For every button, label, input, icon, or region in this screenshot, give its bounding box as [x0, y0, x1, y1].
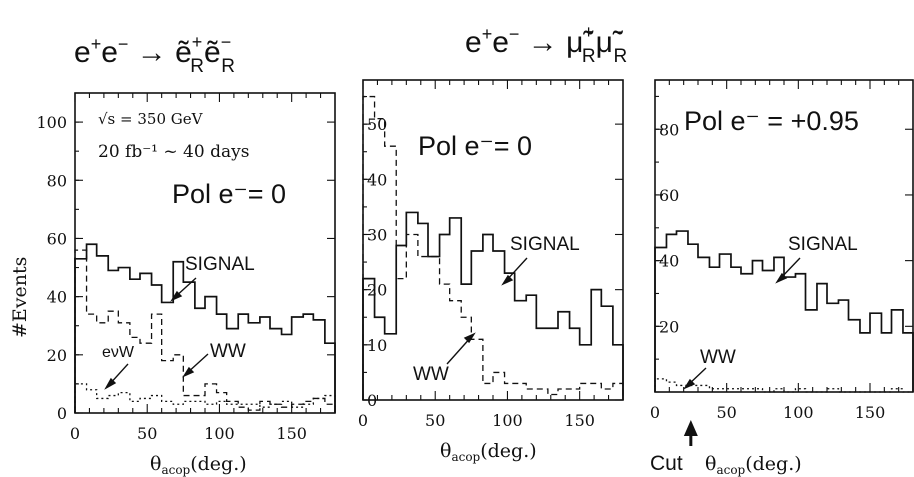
y-tick-label: 50 [367, 115, 387, 134]
panel-1-evw-label: eνW [102, 344, 135, 361]
y-tick-label: 60 [659, 186, 679, 205]
x-tick-label: 50 [137, 424, 157, 443]
panel-1-signal-label: SIGNAL [185, 254, 255, 275]
x-tick-label: 100 [492, 411, 523, 430]
y-tick-label: 40 [659, 252, 679, 271]
panel-1-x-axis-label: θacop(deg.) [150, 453, 247, 477]
y-tick-label: 80 [47, 171, 67, 190]
panel-3-signal-label: SIGNAL [788, 234, 858, 255]
x-tick-label: 150 [564, 411, 595, 430]
y-tick-label: 0 [367, 391, 377, 410]
panel-3-ww-label: WW [700, 347, 736, 368]
hist-ww-series [654, 378, 913, 393]
cut-arrow-icon [683, 420, 698, 446]
panel-3-annotation-arrows [683, 257, 801, 390]
panel-3-smuon-pol095: 20 40 60 80 0 50 100 150 [650, 80, 914, 422]
x-tick-label: 100 [783, 403, 814, 422]
cut-label: Cut [650, 452, 683, 475]
panel-2-polarization: Pol e⁻= 0 [418, 131, 532, 161]
y-tick-label: 20 [659, 317, 679, 336]
y-tick-label: 40 [47, 288, 67, 307]
panel-2-annotation-arrows [446, 257, 528, 365]
panel-2-ww-label: WW [413, 364, 449, 385]
x-tick-label: 150 [855, 403, 886, 422]
hist-ww-series [74, 249, 336, 413]
y-axis-label: #Events [9, 257, 31, 338]
energy-label: √s = 350 GeV [98, 110, 204, 128]
hist-signal-series [74, 243, 336, 413]
y-tick-label: 0 [57, 404, 67, 423]
panel-2-x-axis-label: θacop(deg.) [440, 440, 537, 464]
x-tick-label: 0 [70, 424, 80, 443]
title-smuon: e+e− → μ̃+ Rμ̃− R [465, 22, 627, 67]
panel-1-polarization: Pol e⁻= 0 [172, 179, 286, 209]
x-tick-label: 150 [276, 424, 307, 443]
y-tick-label: 20 [367, 281, 387, 300]
x-tick-label: 50 [425, 411, 445, 430]
y-tick-label: 80 [659, 120, 679, 139]
panel-1-annotation-arrows [104, 277, 209, 390]
y-tick-label: 10 [367, 336, 387, 355]
x-tick-label: 100 [204, 424, 235, 443]
hist-ew-series [74, 383, 336, 413]
luminosity-label: 20 fb⁻¹ ~ 40 days [98, 142, 249, 162]
panel-1-frame [74, 92, 336, 414]
hist-signal-series [362, 211, 624, 400]
y-tick-label: 20 [47, 346, 67, 365]
panel-2-smuon-pol0: 0 10 20 30 40 50 0 50 100 150 [358, 80, 624, 430]
y-tick-label: 100 [36, 113, 67, 132]
x-tick-label: 0 [358, 411, 368, 430]
hist-ww-series [362, 95, 624, 400]
hist-signal-series [654, 230, 914, 392]
y-tick-label: 60 [47, 229, 67, 248]
panel-1-ww-label: WW [210, 341, 246, 362]
panel-1-selectron-pol0: 0 20 40 60 80 100 0 50 100 150 [36, 92, 336, 443]
panel-3-x-axis-label: θacop(deg.) [705, 453, 802, 477]
panel-3-polarization: Pol e⁻ = +0.95 [684, 106, 859, 136]
x-tick-label: 50 [716, 403, 736, 422]
x-tick-label: 0 [650, 403, 660, 422]
y-tick-label: 40 [367, 170, 387, 189]
y-tick-label: 30 [367, 225, 387, 244]
title-selectron: e+e− → ẽ+ Rẽ− R [74, 32, 235, 77]
panel-2-signal-label: SIGNAL [510, 234, 580, 255]
